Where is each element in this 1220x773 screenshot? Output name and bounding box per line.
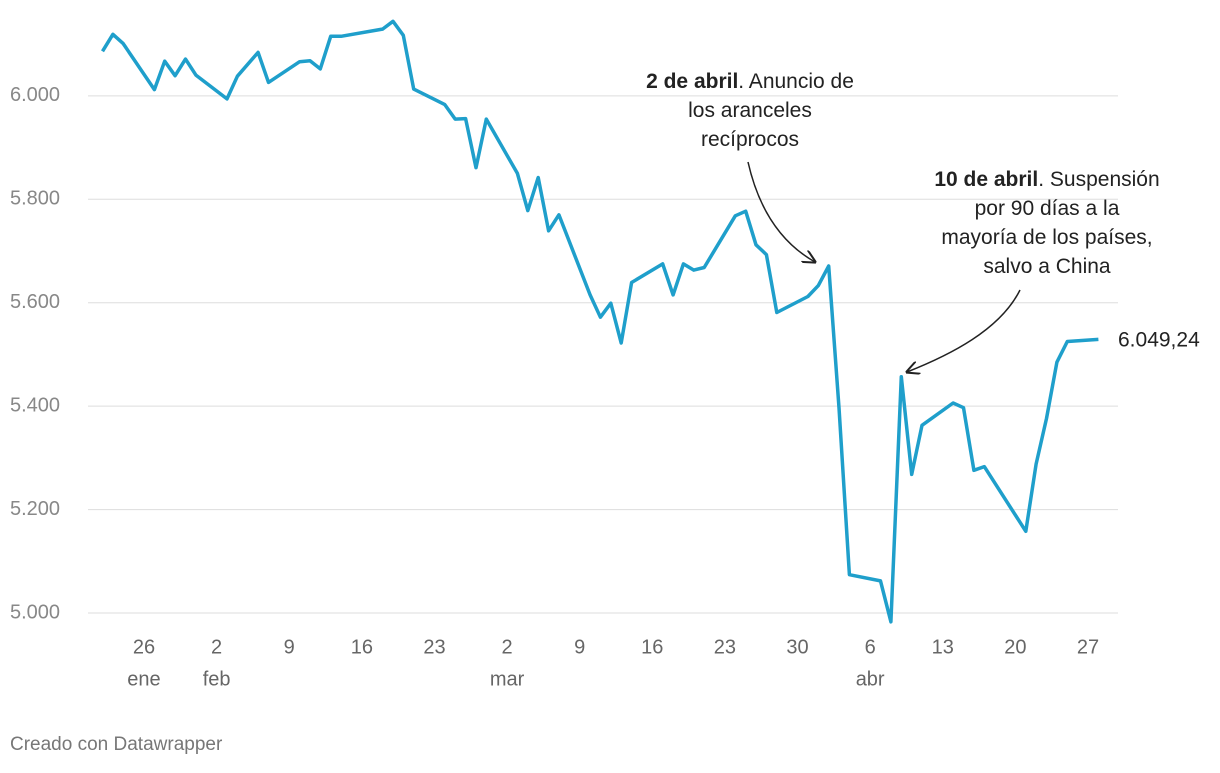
annotation: los aranceles: [688, 99, 812, 122]
y-tick-label: 5.600: [10, 291, 60, 313]
x-tick-label: 27: [1077, 636, 1099, 658]
x-tick-label: 2: [502, 636, 513, 658]
x-tick-label: 20: [1004, 636, 1026, 658]
y-tick-label: 5.400: [10, 394, 60, 416]
annotation: salvo a China: [983, 255, 1111, 278]
arrow: [907, 289, 1021, 372]
annotation-text: los aranceles: [688, 99, 812, 122]
x-tick-label: 26: [133, 636, 155, 658]
annotation: 2 de abril. Anuncio de: [646, 70, 854, 93]
annotation-text: mayoría de los países,: [941, 226, 1152, 249]
x-tick-label: 9: [574, 636, 585, 658]
x-tick-label: 9: [284, 636, 295, 658]
annotation: recíprocos: [701, 128, 799, 151]
line: [101, 19, 1099, 624]
x-tick-label: 23: [423, 636, 445, 658]
annotation-text: por 90 días a la: [975, 197, 1120, 220]
y-tick-label: 5.000: [10, 601, 60, 623]
x-month-label: mar: [490, 668, 525, 690]
y-tick-label: 5.800: [10, 188, 60, 210]
source: Creado con Datawrapper: [10, 734, 223, 755]
x-month-label: feb: [203, 668, 231, 690]
y-tick-label: 6.000: [10, 84, 60, 106]
x-month-label: abr: [856, 668, 885, 690]
arrow: [747, 161, 815, 262]
annotation-bold: 10 de abril: [934, 168, 1038, 191]
annotation-text: recíprocos: [701, 128, 799, 151]
annotation: 10 de abril. Suspensión: [934, 168, 1159, 191]
x-tick-label: 6: [865, 636, 876, 658]
y-tick-label: 5.200: [10, 498, 60, 520]
annotation-text: . Suspensión: [1038, 168, 1159, 191]
x-tick-label: 13: [932, 636, 954, 658]
annotation: por 90 días a la: [975, 197, 1120, 220]
annotation: mayoría de los países,: [941, 226, 1152, 249]
x-tick-label: 23: [714, 636, 736, 658]
annotation-text: salvo a China: [983, 255, 1111, 278]
x-tick-label: 2: [211, 636, 222, 658]
annotation-bold: 2 de abril: [646, 70, 738, 93]
x-tick-label: 16: [351, 636, 373, 658]
end-label: 6.049,24: [1118, 329, 1200, 352]
x-month-label: ene: [127, 668, 160, 690]
x-tick-label: 16: [641, 636, 663, 658]
annotation-text: . Anuncio de: [738, 70, 854, 93]
x-tick-label: 30: [786, 636, 808, 658]
